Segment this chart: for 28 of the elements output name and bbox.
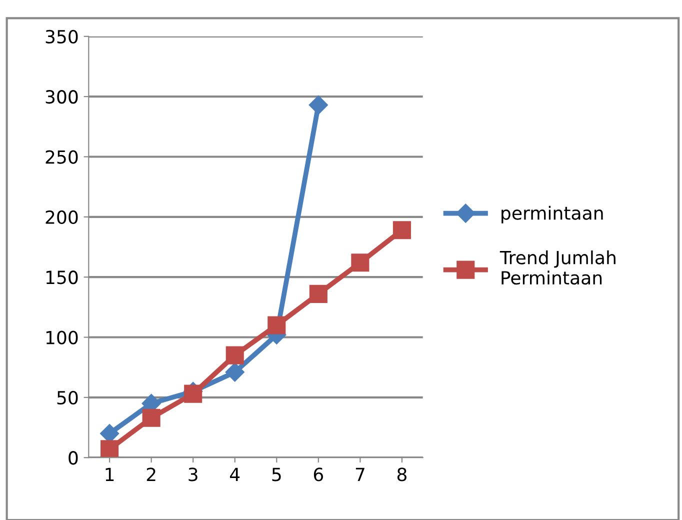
point [100,440,119,458]
y-tick-label: 300 [46,90,78,104]
point [309,284,328,303]
x-tick-label: 3 [188,468,198,482]
x-tick-label: 8 [397,468,406,482]
point [184,384,202,403]
point [351,254,370,272]
legend-label: Trend Jumlah Permintaan [500,250,616,285]
x-tick-label: 6 [314,468,324,482]
y-tick-label: 150 [46,270,78,284]
point [142,408,160,427]
x-tick-label: 2 [146,468,156,482]
x-tick-label: 5 [272,468,281,482]
y-tick-label: 350 [46,30,78,44]
point [225,362,244,382]
x-tick-label: 4 [230,468,240,482]
x-tick-label: 7 [356,468,364,482]
point [392,221,411,240]
y-tick-label: 250 [46,150,78,164]
y-tick-label: 200 [46,210,78,224]
y-tick-label: 100 [46,330,78,344]
point [268,316,286,334]
legend-label: permintaan [502,206,603,224]
y-tick-label: 50 [57,390,78,405]
point [226,346,244,364]
point [308,95,328,115]
y-tick-label: 0 [68,451,78,465]
x-tick-label: 1 [106,468,114,482]
